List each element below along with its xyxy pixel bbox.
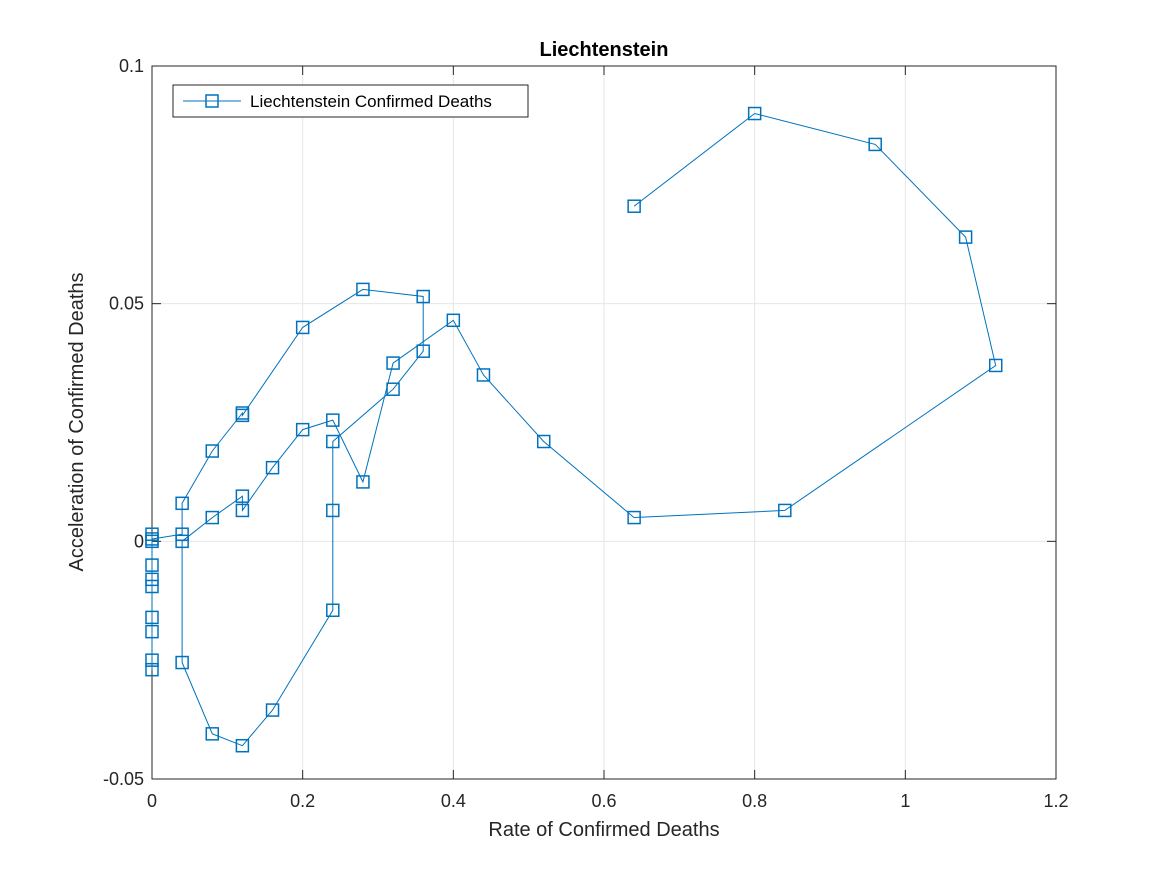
data-point-marker <box>145 558 159 572</box>
data-point-marker <box>235 738 250 753</box>
data-point-marker <box>386 382 400 396</box>
x-tick-label: 0.8 <box>742 791 767 811</box>
data-point-marker <box>145 579 159 594</box>
data-point-marker <box>958 230 973 244</box>
data-point-marker <box>326 503 340 518</box>
y-tick-label: -0.05 <box>103 769 144 789</box>
x-tick-label: 0.2 <box>290 791 315 811</box>
y-axis-label: Acceleration of Confirmed Deaths <box>66 272 88 571</box>
legend-marker-square <box>205 94 219 108</box>
y-tick-label: 0 <box>134 531 144 551</box>
data-point-marker <box>205 444 220 458</box>
x-tick-label: 1 <box>900 791 910 811</box>
data-point-marker <box>295 320 310 335</box>
data-point-marker <box>145 624 159 639</box>
data-point-marker <box>326 603 340 618</box>
data-point-marker <box>235 489 250 503</box>
data-point-marker <box>145 610 159 625</box>
grid-lines <box>152 66 1056 779</box>
x-axis-label: Rate of Confirmed Deaths <box>488 819 719 841</box>
data-point-marker <box>145 653 159 667</box>
data-point-marker <box>175 496 189 511</box>
series-group <box>145 106 1003 753</box>
data-point-marker <box>446 313 461 328</box>
data-point-marker <box>175 534 189 549</box>
data-point-marker <box>356 282 370 297</box>
data-point-marker <box>988 358 1003 373</box>
x-tick-label: 1.2 <box>1043 791 1068 811</box>
axis-ticks <box>151 65 1057 780</box>
data-point-marker <box>416 344 430 358</box>
data-point-marker <box>295 422 310 437</box>
data-point-marker <box>145 532 159 546</box>
data-point-marker <box>536 434 551 449</box>
data-point-marker <box>627 510 641 525</box>
y-tick-label: 0.05 <box>109 294 144 314</box>
data-point-marker <box>205 727 220 741</box>
x-tick-label: 0 <box>147 791 157 811</box>
data-point-marker <box>175 527 189 541</box>
data-point-marker <box>356 475 370 489</box>
data-point-marker <box>627 199 641 213</box>
data-point-marker <box>145 572 159 587</box>
data-point-marker <box>778 503 792 518</box>
data-point-marker <box>265 460 280 475</box>
series-line <box>151 112 997 747</box>
data-point-marker <box>747 106 762 121</box>
chart-title: Liechtenstein <box>540 39 669 61</box>
data-point-marker <box>205 510 220 525</box>
y-tick-label: 0.1 <box>119 56 144 76</box>
x-tick-label: 0.4 <box>441 791 466 811</box>
data-point-marker <box>326 413 340 427</box>
legend: Liechtenstein Confirmed Deaths <box>172 84 529 118</box>
x-tick-label: 0.6 <box>591 791 616 811</box>
data-point-marker <box>235 408 250 423</box>
x-tick-labels: 0 0.2 0.4 0.6 0.8 1 1.2 <box>147 791 1069 811</box>
data-point-marker <box>265 703 280 717</box>
data-point-marker <box>145 662 159 677</box>
data-point-marker <box>175 655 189 670</box>
data-point-marker <box>476 368 491 382</box>
data-point-marker <box>235 503 250 518</box>
y-tick-labels: -0.05 0 0.05 0.1 <box>103 56 144 789</box>
data-point-marker <box>326 434 340 449</box>
data-point-marker <box>416 289 430 304</box>
data-point-marker <box>868 137 882 152</box>
data-point-marker <box>386 356 400 370</box>
legend-entry-label: Liechtenstein Confirmed Deaths <box>250 92 492 111</box>
